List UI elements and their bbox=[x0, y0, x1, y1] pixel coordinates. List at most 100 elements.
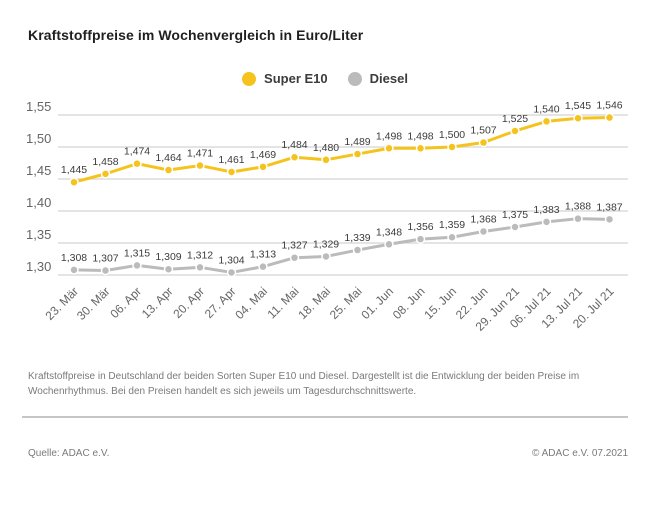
data-point bbox=[573, 213, 583, 224]
data-point-label: 1,329 bbox=[313, 238, 339, 250]
data-point bbox=[258, 261, 268, 272]
y-tick-label: 1,55 bbox=[26, 100, 51, 114]
chart-title: Kraftstoffpreise im Wochenvergleich in E… bbox=[28, 27, 364, 43]
x-tick-label: 06. Apr bbox=[107, 284, 144, 321]
data-point-label: 1,313 bbox=[250, 249, 276, 261]
data-point bbox=[541, 217, 552, 227]
legend-item-diesel: Diesel bbox=[347, 71, 408, 86]
legend-item-super-e10: Super E10 bbox=[242, 71, 328, 86]
data-point-label: 1,388 bbox=[565, 201, 591, 213]
data-point-label: 1,525 bbox=[502, 113, 528, 125]
data-point bbox=[132, 260, 142, 271]
x-tick-label: 01. Jun bbox=[358, 284, 396, 322]
x-tick-label: 13. Apr bbox=[139, 284, 176, 321]
x-tick-label: 30. Mär bbox=[74, 284, 113, 323]
x-tick-label: 08. Jun bbox=[390, 284, 428, 322]
separator-line bbox=[22, 416, 628, 418]
series-super-e10: 1,445 1,458 1,474 1,464 1,471 1,461 1,469 1,484… bbox=[61, 100, 623, 187]
data-point-label: 1,507 bbox=[470, 125, 496, 137]
x-tick-label: 11. Mai bbox=[265, 284, 302, 321]
data-point-label: 1,461 bbox=[218, 154, 244, 166]
series-line bbox=[72, 116, 611, 184]
data-point-label: 1,383 bbox=[533, 204, 559, 216]
data-point bbox=[384, 143, 394, 154]
data-point-label: 1,359 bbox=[439, 219, 465, 231]
data-point-label: 1,458 bbox=[92, 156, 118, 168]
super-e10-swatch-icon bbox=[242, 71, 257, 86]
data-point bbox=[478, 137, 489, 148]
data-point-label: 1,368 bbox=[470, 213, 496, 225]
x-tick-label: 23. Mär bbox=[42, 284, 81, 323]
data-point-label: 1,307 bbox=[92, 253, 118, 265]
y-tick-label: 1,35 bbox=[26, 227, 51, 242]
y-tick-label: 1,40 bbox=[26, 195, 51, 210]
data-point-label: 1,500 bbox=[439, 129, 465, 141]
data-point bbox=[195, 262, 205, 273]
data-point bbox=[163, 264, 174, 274]
y-axis-tick-labels: 1,55 1,50 1,45 1,40 1,35 1,30 bbox=[26, 100, 51, 274]
data-point bbox=[510, 222, 520, 232]
data-point bbox=[132, 158, 142, 169]
data-point-label: 1,540 bbox=[533, 103, 559, 115]
series-line bbox=[72, 217, 611, 274]
data-point-label: 1,327 bbox=[281, 240, 307, 252]
y-tick-label: 1,30 bbox=[26, 259, 51, 274]
data-point bbox=[447, 142, 457, 152]
data-point bbox=[321, 155, 331, 165]
data-point bbox=[352, 149, 363, 159]
data-point-label: 1,464 bbox=[155, 152, 181, 164]
data-point bbox=[258, 162, 268, 172]
data-point bbox=[604, 112, 615, 123]
data-point-label: 1,375 bbox=[502, 209, 528, 221]
data-point bbox=[573, 113, 583, 123]
data-point bbox=[352, 245, 363, 255]
data-point bbox=[510, 126, 520, 136]
data-point-label: 1,387 bbox=[596, 201, 622, 213]
data-point bbox=[69, 177, 79, 187]
data-point bbox=[604, 214, 615, 225]
data-point bbox=[226, 267, 237, 278]
x-tick-label: 15. Jun bbox=[421, 284, 459, 322]
data-point bbox=[478, 226, 489, 237]
data-point-label: 1,498 bbox=[376, 130, 402, 142]
data-point-label: 1,545 bbox=[565, 100, 591, 112]
data-point bbox=[289, 252, 300, 263]
data-point bbox=[163, 165, 174, 175]
gridlines bbox=[58, 114, 628, 276]
data-point bbox=[415, 234, 426, 244]
data-point bbox=[100, 169, 111, 179]
y-tick-label: 1,50 bbox=[26, 131, 51, 146]
data-point-label: 1,498 bbox=[407, 130, 433, 142]
data-point-label: 1,546 bbox=[596, 100, 622, 112]
data-point bbox=[289, 152, 300, 162]
data-point bbox=[226, 167, 237, 177]
x-tick-label: 27. Apr bbox=[202, 284, 239, 321]
data-point-label: 1,445 bbox=[61, 164, 87, 176]
data-point bbox=[384, 239, 394, 250]
copyright-text: © ADAC e.V. 07.2021 bbox=[532, 448, 628, 459]
data-point-label: 1,474 bbox=[124, 146, 150, 158]
chart-legend: Super E10 Diesel bbox=[0, 71, 650, 86]
x-tick-label: 04. Mai bbox=[232, 284, 270, 322]
data-point bbox=[195, 160, 205, 171]
data-point-label: 1,304 bbox=[218, 254, 244, 266]
legend-label-diesel: Diesel bbox=[369, 71, 408, 86]
data-point-label: 1,309 bbox=[155, 251, 181, 263]
data-point-label: 1,315 bbox=[124, 247, 150, 259]
x-tick-label: 25. Mai bbox=[327, 284, 365, 322]
chart-description: Kraftstoffpreise in Deutschland der beid… bbox=[28, 371, 580, 397]
series-diesel: 1,308 1,307 1,315 1,309 1,312 1,304 1,313 1,327… bbox=[61, 201, 623, 278]
diesel-swatch-icon bbox=[347, 71, 362, 86]
data-point-label: 1,469 bbox=[250, 149, 276, 161]
x-tick-label: 20. Apr bbox=[170, 284, 207, 321]
data-point-label: 1,308 bbox=[61, 252, 87, 264]
legend-label-super-e10: Super E10 bbox=[264, 71, 328, 86]
data-point-label: 1,484 bbox=[281, 139, 307, 151]
data-point bbox=[415, 143, 426, 154]
data-point bbox=[69, 265, 79, 275]
data-point-label: 1,471 bbox=[187, 148, 213, 160]
data-point-label: 1,489 bbox=[344, 136, 370, 148]
